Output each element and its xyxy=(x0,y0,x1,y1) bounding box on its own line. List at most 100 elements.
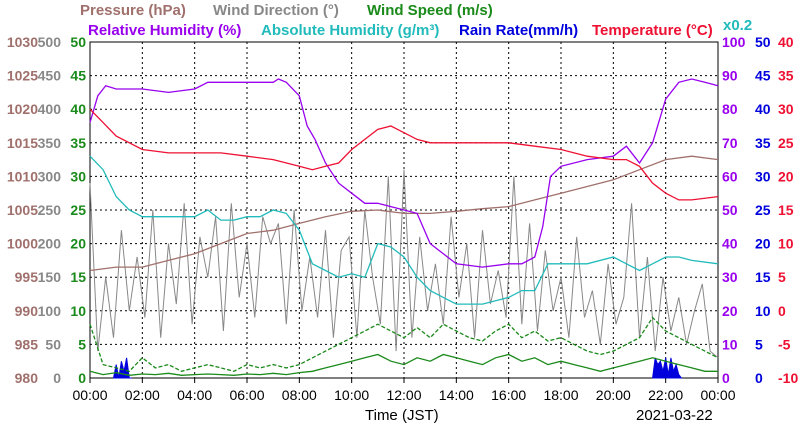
y-tick-pressure: 1020 xyxy=(7,101,38,117)
y-tick-rain-rate: 45 xyxy=(755,68,771,84)
y-tick-rain-rate: 40 xyxy=(755,101,771,117)
y-tick-wind-direction: 300 xyxy=(38,168,62,184)
series-wind-direction xyxy=(89,169,719,359)
y-tick-wind-direction: 500 xyxy=(38,34,62,50)
y-tick-pressure: 1000 xyxy=(7,236,38,252)
x-tick-label: 22:00 xyxy=(648,387,683,403)
x-tick-label: 08:00 xyxy=(282,387,317,403)
rain-scale-note: x0.2 xyxy=(723,17,752,34)
series-rain-rate xyxy=(652,357,683,379)
legend-pressure: Pressure (hPa) xyxy=(80,2,186,19)
x-tick-label: 12:00 xyxy=(386,387,421,403)
legend-relative-humidity: Relative Humidity (%) xyxy=(88,22,241,39)
y-tick-rain-rate: 20 xyxy=(755,236,771,252)
y-tick-temperature: 20 xyxy=(778,168,794,184)
y-tick-rain-rate: 10 xyxy=(755,303,771,319)
legend-rain-rate: Rain Rate(mm/h) xyxy=(459,22,578,39)
legend-temperature: Temperature (°C) xyxy=(592,22,713,39)
x-tick-label: 04:00 xyxy=(177,387,212,403)
y-tick-temperature: 0 xyxy=(778,303,786,319)
y-tick-humidity: 60 xyxy=(722,168,738,184)
y-tick-temperature: 35 xyxy=(778,68,794,84)
y-tick-temperature: 15 xyxy=(778,202,794,218)
plot-area xyxy=(89,78,719,379)
x-tick-label: 16:00 xyxy=(491,387,526,403)
y-tick-pressure: 1025 xyxy=(7,68,38,84)
y-tick-pressure: 985 xyxy=(15,336,39,352)
y-tick-rain-rate: 50 xyxy=(755,34,771,50)
y-tick-temperature: 30 xyxy=(778,101,794,117)
x-tick-label: 00:00 xyxy=(72,387,107,403)
legend-wind-speed: Wind Speed (m/s) xyxy=(367,2,493,19)
y-tick-wind-speed: 50 xyxy=(70,34,86,50)
y-tick-humidity: 0 xyxy=(722,370,730,386)
y-tick-wind-direction: 400 xyxy=(38,101,62,117)
y-tick-temperature: 25 xyxy=(778,135,794,151)
y-tick-rain-rate: 35 xyxy=(755,135,771,151)
y-tick-wind-direction: 200 xyxy=(38,236,62,252)
y-tick-wind-direction: 150 xyxy=(38,269,62,285)
y-tick-pressure: 1015 xyxy=(7,135,38,151)
y-tick-pressure: 980 xyxy=(15,370,39,386)
legend-row-2: Relative Humidity (%) Absolute Humidity … xyxy=(88,17,752,39)
series-wind-speed xyxy=(89,353,718,376)
y-tick-humidity: 100 xyxy=(722,34,746,50)
x-axis-label: Time (JST) xyxy=(365,407,439,424)
y-tick-temperature: 40 xyxy=(778,34,794,50)
y-tick-wind-direction: 0 xyxy=(53,370,61,386)
series-rain-rate xyxy=(112,357,132,379)
y-tick-rain-rate: 5 xyxy=(755,336,763,352)
x-tick-label: 18:00 xyxy=(543,387,578,403)
y-tick-pressure: 995 xyxy=(15,269,39,285)
y-tick-pressure: 990 xyxy=(15,303,39,319)
y-tick-rain-rate: 15 xyxy=(755,269,771,285)
y-tick-pressure: 1030 xyxy=(7,34,38,50)
series-wind-gust xyxy=(89,316,719,373)
y-tick-rain-rate: 25 xyxy=(755,202,771,218)
y-tick-rain-rate: 0 xyxy=(755,370,763,386)
y-tick-wind-speed: 45 xyxy=(70,68,86,84)
series-temperature xyxy=(89,108,719,201)
y-tick-wind-speed: 25 xyxy=(70,202,86,218)
y-tick-humidity: 20 xyxy=(722,303,738,319)
y-tick-temperature: -10 xyxy=(778,370,798,386)
x-tick-label: 20:00 xyxy=(596,387,631,403)
y-tick-wind-speed: 15 xyxy=(70,269,86,285)
x-axis: 00:00 02:00 04:00 06:00 08:00 10:00 12:00 14:00… xyxy=(72,378,736,403)
y-tick-wind-speed: 20 xyxy=(70,236,86,252)
y-tick-humidity: 70 xyxy=(722,135,738,151)
y-tick-pressure: 1005 xyxy=(7,202,38,218)
date-label: 2021-03-22 xyxy=(636,407,713,424)
y-tick-wind-speed: 10 xyxy=(70,303,86,319)
series-relative-humidity xyxy=(89,78,719,268)
y-tick-humidity: 80 xyxy=(722,101,738,117)
series-pressure xyxy=(89,155,719,272)
x-tick-label: 14:00 xyxy=(439,387,474,403)
y-tick-humidity: 40 xyxy=(722,236,738,252)
y-axes: 1030102510201015101010051000995990985980… xyxy=(7,34,799,386)
series-absolute-humidity xyxy=(89,155,719,305)
x-tick-label: 02:00 xyxy=(125,387,160,403)
y-tick-wind-speed: 40 xyxy=(70,101,86,117)
y-tick-humidity: 90 xyxy=(722,68,738,84)
x-tick-label: 10:00 xyxy=(334,387,369,403)
legend-wind-direction: Wind Direction (°) xyxy=(213,2,339,19)
y-tick-wind-speed: 0 xyxy=(78,370,86,386)
y-tick-rain-rate: 30 xyxy=(755,168,771,184)
y-tick-pressure: 1010 xyxy=(7,168,38,184)
y-tick-wind-direction: 100 xyxy=(38,303,62,319)
y-tick-temperature: 5 xyxy=(778,269,786,285)
x-tick-label: 00:00 xyxy=(700,387,735,403)
y-tick-temperature: 10 xyxy=(778,236,794,252)
legend-absolute-humidity: Absolute Humidity (g/m³) xyxy=(261,22,439,39)
y-tick-humidity: 30 xyxy=(722,269,738,285)
y-tick-wind-direction: 350 xyxy=(38,135,62,151)
y-tick-humidity: 10 xyxy=(722,336,738,352)
y-tick-temperature: -5 xyxy=(778,336,791,352)
y-tick-wind-speed: 5 xyxy=(78,336,86,352)
x-tick-label: 06:00 xyxy=(229,387,264,403)
y-tick-wind-direction: 450 xyxy=(38,68,62,84)
y-tick-wind-direction: 50 xyxy=(45,336,61,352)
legend-row-1: Pressure (hPa) Wind Direction (°) Wind S… xyxy=(80,2,493,19)
